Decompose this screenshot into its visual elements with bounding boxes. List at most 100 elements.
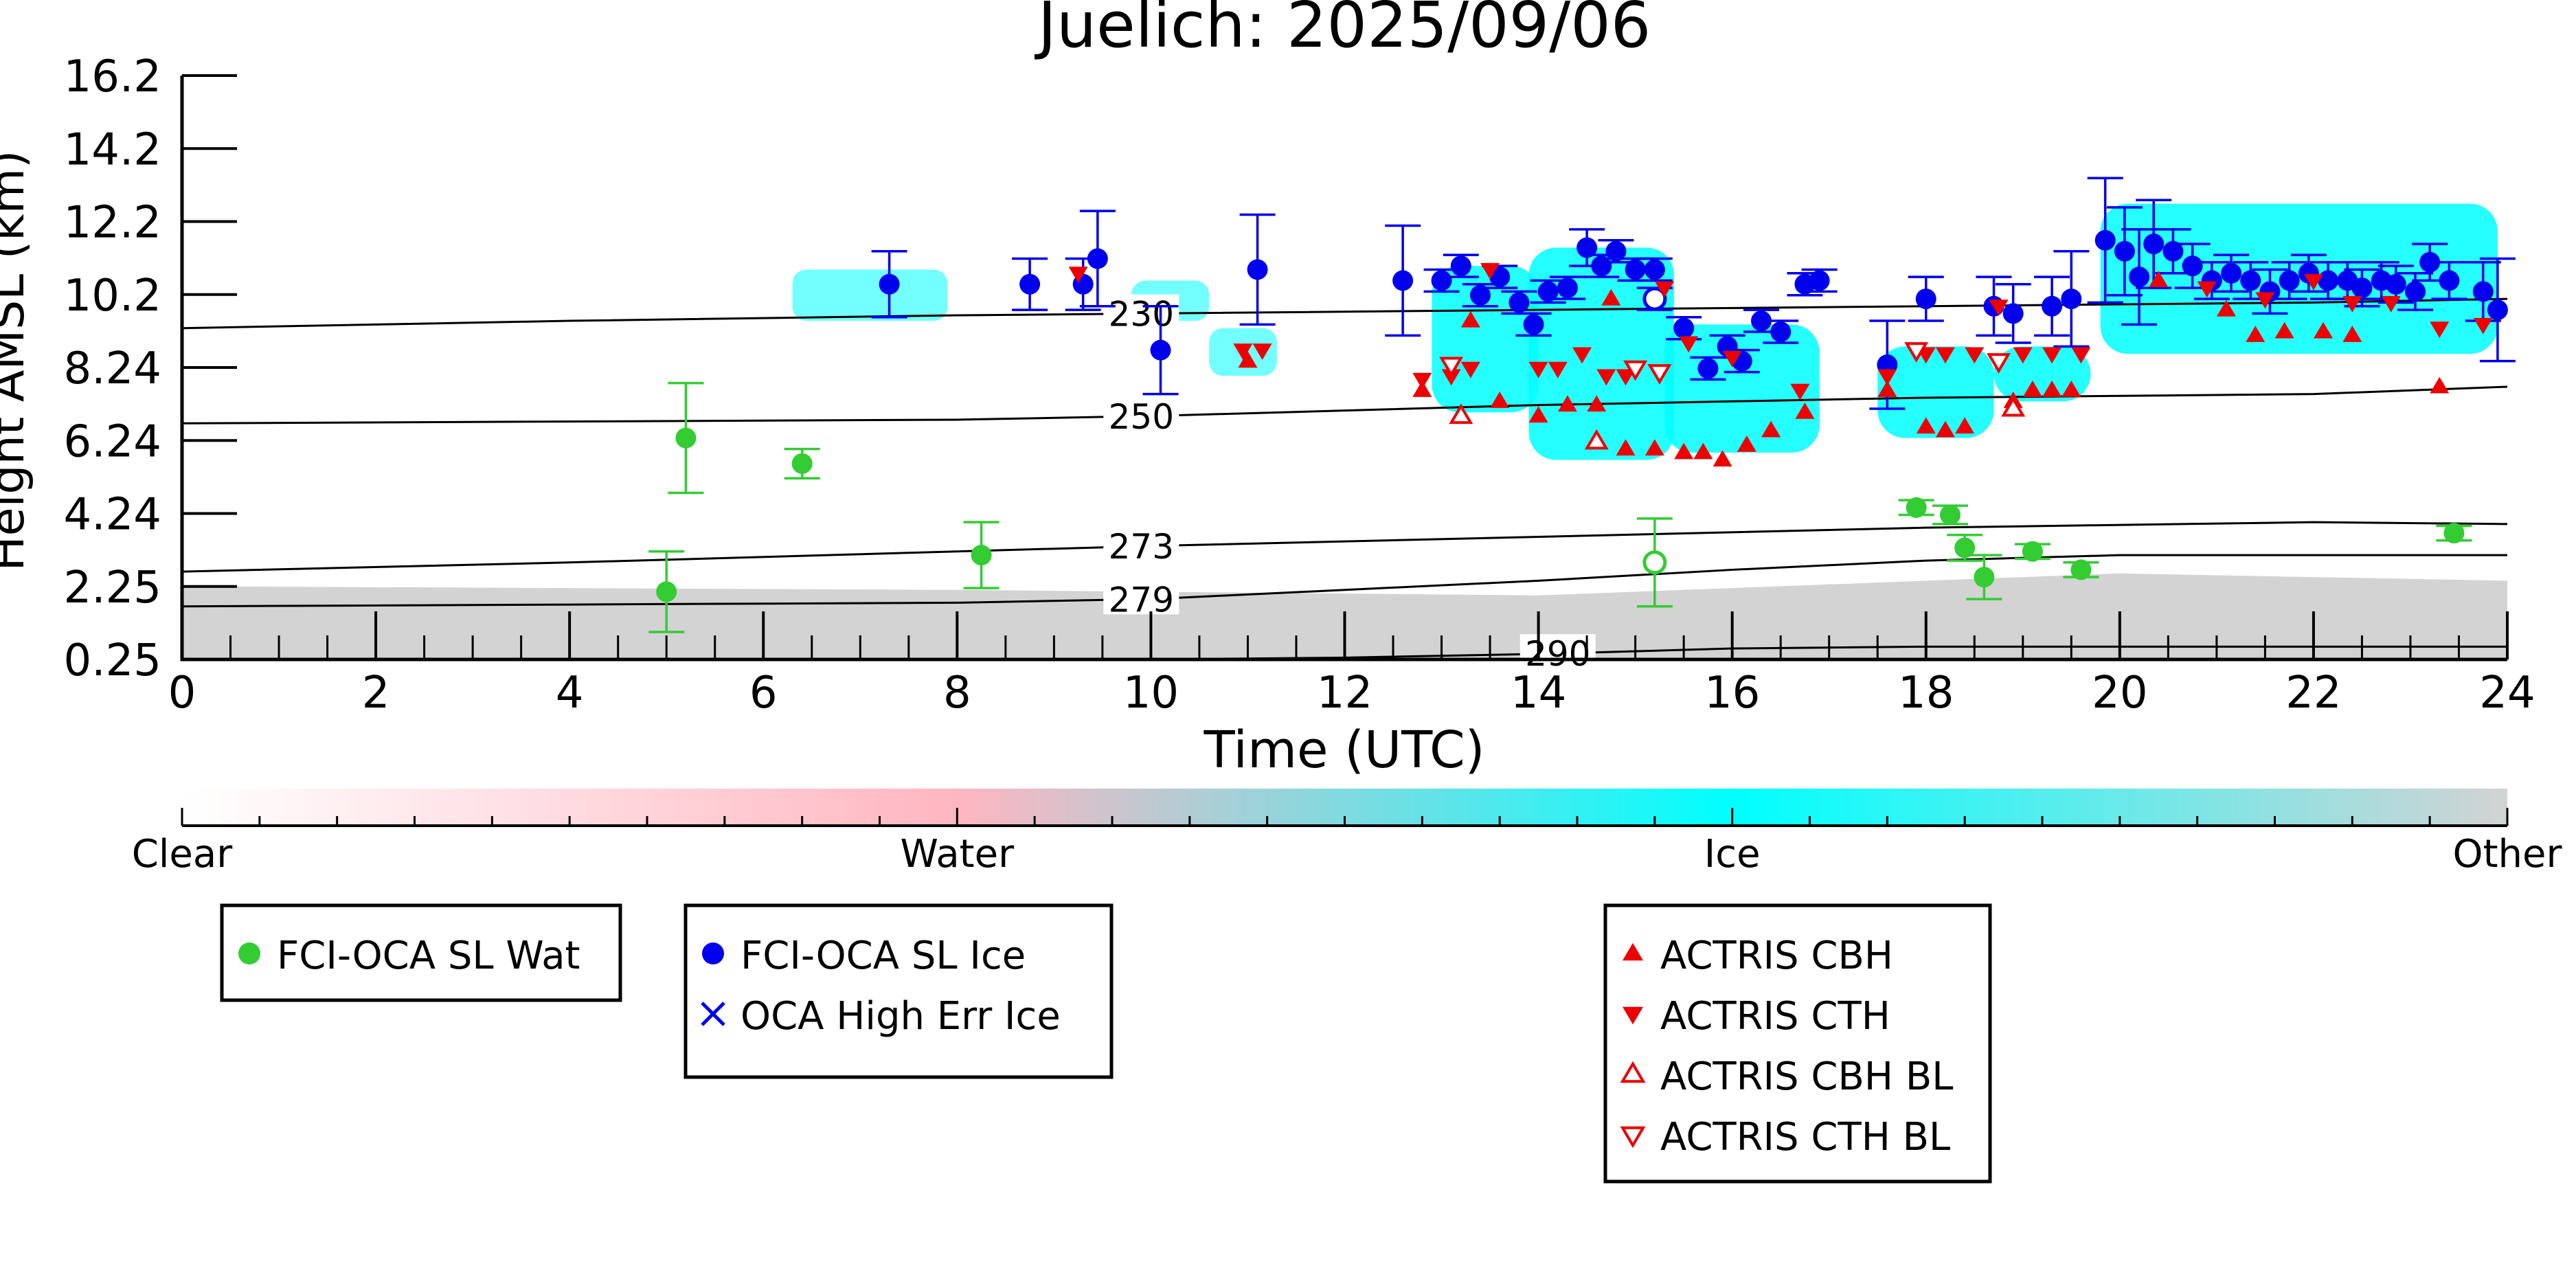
point-fci-oca-sl-wat	[656, 581, 677, 602]
point-actris-cth	[1068, 267, 1088, 284]
x-tick-label: 24	[2479, 668, 2535, 719]
point-fci-oca-sl-ice	[879, 273, 900, 295]
x-tick-label: 22	[2285, 668, 2341, 719]
contour-line-279	[181, 554, 2507, 608]
point-actris-cbh	[1795, 403, 1815, 419]
point-actris-cth	[2071, 347, 2091, 364]
point-actris-cbh	[1528, 406, 1548, 423]
contour-label-273: 273	[1109, 527, 1174, 567]
y-tick-label: 16.2	[64, 52, 162, 102]
y-tick-label: 12.2	[64, 198, 162, 249]
point-fci-oca-sl-ice	[2061, 289, 2082, 310]
chart-title: Juelich: 2025/09/06	[1035, 0, 1651, 62]
thin-ice-cloud-shading	[792, 269, 948, 321]
point-actris-cth	[2342, 295, 2362, 313]
point-fci-oca-sl-ice	[1537, 281, 1559, 302]
point-fci-oca-sl-ice	[1087, 248, 1108, 269]
x-tick-label: 0	[168, 668, 196, 719]
point-actris-cbh	[1601, 289, 1621, 306]
point-fci-oca-sl-ice	[1489, 267, 1511, 288]
point-fci-oca-sl-ice	[1392, 270, 1414, 291]
legends: FCI-OCA SL Wat FCI-OCA SL Ice OCA High Err…	[220, 903, 1992, 1184]
point-actris-cth	[1989, 300, 2009, 317]
point-actris-cth-bl	[1647, 364, 1672, 385]
data-points	[656, 229, 2508, 602]
point-fci-oca-sl-ice	[2318, 270, 2339, 291]
point-fci-oca-sl-wat	[1642, 550, 1667, 575]
point-actris-cbh	[1713, 450, 1732, 467]
point-fci-oca-sl-ice	[1247, 259, 1268, 280]
x-tick-label: 12	[1317, 668, 1372, 719]
point-fci-oca-sl-ice	[1915, 289, 1936, 310]
point-actris-cth	[2042, 347, 2062, 364]
point-fci-oca-sl-ice	[1750, 310, 1772, 332]
legend-label-actris-cth: ACTRIS CTH	[1660, 994, 1890, 1039]
point-actris-cbh	[2149, 271, 2169, 287]
y-tick-label: 14.2	[64, 124, 162, 175]
point-actris-cth	[1480, 262, 1500, 280]
point-actris-cbh-bl	[2001, 396, 2026, 417]
colorbar-label: Other	[2452, 832, 2562, 877]
point-actris-cbh	[2246, 326, 2266, 342]
point-actris-cbh	[2042, 381, 2062, 397]
point-fci-oca-sl-ice	[2002, 303, 2024, 324]
legend-marker-fci-oca-sl-ice	[702, 942, 724, 964]
point-actris-cth	[2197, 281, 2217, 298]
point-actris-cth	[1654, 281, 1674, 298]
point-actris-cbh-bl	[1584, 429, 1609, 450]
temperature-contours: 230 250 273 279 290	[181, 294, 2508, 674]
point-fci-oca-sl-ice	[1509, 292, 1530, 313]
point-actris-cth	[1965, 347, 1985, 364]
y-tick-label: 8.24	[64, 343, 162, 394]
point-actris-cbh	[1955, 417, 1975, 434]
colorbar-label: Clear	[132, 832, 233, 877]
contour-label-250: 250	[1109, 397, 1174, 437]
point-actris-cth	[2381, 295, 2401, 313]
point-fci-oca-sl-ice	[1591, 256, 1612, 277]
x-tick-label: 20	[2092, 668, 2147, 719]
point-actris-cth	[2303, 273, 2323, 291]
point-fci-oca-sl-ice	[1644, 259, 1665, 280]
point-actris-cbh	[2022, 381, 2042, 397]
point-actris-cbh	[2342, 326, 2362, 342]
point-fci-oca-sl-ice	[2279, 270, 2300, 291]
point-fci-oca-sl-ice	[1577, 237, 1598, 258]
point-fci-oca-sl-ice	[1523, 314, 1544, 335]
legend-label-oca-high-err-ice: OCA High Err Ice	[741, 994, 1061, 1039]
y-tick-label: 10.2	[64, 271, 162, 321]
point-actris-cbh	[2216, 300, 2236, 317]
point-fci-oca-sl-ice	[1557, 278, 1578, 299]
x-tick-label: 8	[943, 668, 971, 719]
point-fci-oca-sl-ice	[1770, 321, 1792, 343]
point-actris-cth	[1412, 372, 1432, 389]
point-fci-oca-sl-wat	[675, 427, 697, 449]
point-actris-cth	[2473, 317, 2493, 335]
contour-label-230: 230	[1109, 295, 1174, 335]
x-tick-label: 6	[749, 668, 778, 719]
y-axis-label: Height AMSL (km)	[0, 150, 35, 572]
point-fci-oca-sl-ice	[1673, 317, 1695, 339]
point-actris-cth-bl	[1987, 353, 2011, 374]
x-axis-label: Time (UTC)	[1203, 721, 1484, 780]
point-actris-cbh	[2430, 376, 2450, 394]
point-fci-oca-sl-ice	[1150, 339, 1171, 361]
legend-marker-oca-high-err-ice	[701, 1002, 725, 1026]
contour-label-279: 279	[1109, 580, 1174, 620]
point-fci-oca-sl-ice	[2129, 267, 2150, 288]
point-fci-oca-sl-wat	[971, 545, 992, 566]
legend-box	[220, 903, 622, 1002]
point-actris-cth-bl	[1623, 360, 1648, 381]
legend-marker-actris-cth	[1623, 1006, 1643, 1025]
contour-label-bg	[1519, 634, 1596, 669]
axes: 0 2 4 6 8 10 12 14 16 18 20 22 240.252.254.246.248.2…	[64, 52, 2535, 719]
point-actris-cbh	[1935, 420, 1955, 438]
point-actris-cbh	[1693, 442, 1713, 460]
point-actris-cth	[1528, 361, 1548, 379]
point-actris-cbh	[2061, 381, 2081, 397]
point-actris-cbh	[1737, 435, 1756, 452]
point-actris-cbh	[1877, 381, 1897, 397]
legend-box	[683, 903, 1114, 1079]
contour-label-bg	[1103, 580, 1179, 615]
point-fci-oca-sl-wat	[1906, 497, 1927, 518]
legend-label-actris-cbh: ACTRIS CBH	[1660, 934, 1893, 978]
